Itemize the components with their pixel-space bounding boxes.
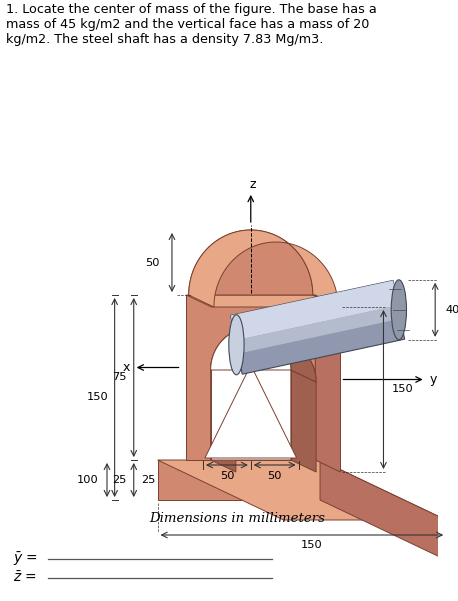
Text: 50: 50 (220, 471, 234, 481)
Polygon shape (186, 295, 315, 460)
Polygon shape (158, 460, 446, 520)
Text: 50: 50 (267, 471, 282, 481)
Ellipse shape (391, 280, 407, 340)
Text: 25: 25 (112, 475, 126, 485)
Text: 150: 150 (392, 385, 414, 394)
Text: 100: 100 (77, 475, 99, 485)
Polygon shape (189, 230, 313, 295)
Polygon shape (211, 328, 291, 370)
Text: 150: 150 (87, 392, 109, 403)
Text: 150: 150 (300, 540, 322, 550)
Text: 50: 50 (146, 257, 160, 267)
Text: 1. Locate the center of mass of the figure. The base has a
mass of 45 kg/m2 and : 1. Locate the center of mass of the figu… (6, 3, 376, 46)
Text: Dimensions in millimeters: Dimensions in millimeters (149, 511, 325, 525)
Polygon shape (205, 365, 297, 458)
Text: 75: 75 (112, 373, 127, 382)
Polygon shape (211, 328, 291, 460)
Polygon shape (231, 281, 404, 374)
Ellipse shape (229, 315, 244, 375)
Polygon shape (315, 295, 340, 472)
Polygon shape (186, 295, 340, 307)
Polygon shape (313, 295, 340, 307)
Text: z: z (250, 177, 256, 191)
Polygon shape (158, 460, 320, 500)
Text: $\bar{z}$ =: $\bar{z}$ = (13, 570, 37, 585)
Text: 40: 40 (445, 305, 458, 315)
Text: 25: 25 (141, 475, 155, 485)
Polygon shape (211, 370, 236, 472)
Text: x: x (122, 361, 130, 374)
Polygon shape (320, 460, 446, 560)
Polygon shape (189, 230, 338, 307)
Text: $\bar{y}$ =: $\bar{y}$ = (13, 550, 38, 568)
Polygon shape (231, 281, 398, 340)
Polygon shape (211, 328, 316, 382)
Text: y: y (430, 373, 437, 386)
Polygon shape (235, 305, 401, 353)
Polygon shape (291, 370, 316, 472)
